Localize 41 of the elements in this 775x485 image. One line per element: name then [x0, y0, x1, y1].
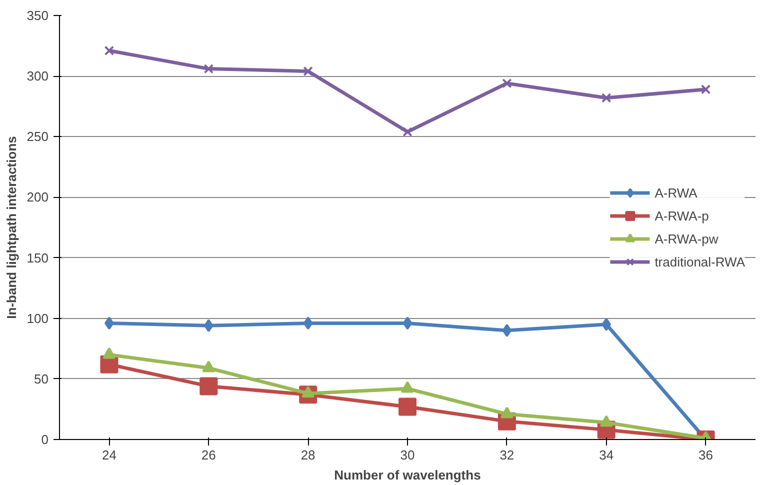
- x-tick-label: 32: [500, 448, 514, 462]
- point: [303, 316, 313, 330]
- point: [200, 377, 218, 396]
- point: [502, 324, 512, 337]
- point: [602, 318, 612, 331]
- x-tick-label: 30: [400, 448, 415, 462]
- x-tick-label: 36: [698, 448, 714, 462]
- y-tick-label: 200: [26, 190, 49, 205]
- point: [402, 126, 412, 137]
- point: [600, 415, 613, 427]
- x-tick-label: 24: [102, 448, 116, 462]
- legend-label: traditional-RWA: [654, 254, 745, 269]
- x-axis-title: Number of wavelengths: [334, 468, 481, 482]
- y-tick-label: 150: [26, 250, 49, 266]
- point: [104, 316, 114, 330]
- point: [502, 78, 512, 88]
- point: [401, 381, 414, 393]
- y-tick-label: 50: [34, 371, 49, 386]
- point: [102, 347, 116, 359]
- legend-label: A-RWA-pw: [654, 231, 718, 246]
- point: [398, 398, 416, 416]
- point: [402, 316, 412, 330]
- x-tick-label: 28: [300, 448, 316, 462]
- y-axis-title: In-band lightpath interactions: [4, 136, 19, 319]
- legend-label: A-RWA-p: [654, 208, 709, 223]
- point: [500, 406, 514, 418]
- y-tick-label: 350: [26, 8, 49, 23]
- y-tick-label: 300: [26, 68, 49, 84]
- y-tick-label: 0: [41, 432, 49, 447]
- x-tick-label: 26: [201, 448, 216, 462]
- point: [202, 360, 216, 372]
- y-tick-label: 250: [26, 129, 49, 144]
- point: [204, 319, 214, 332]
- point: [601, 92, 612, 103]
- point: [204, 64, 214, 74]
- x-tick-label: 34: [599, 448, 614, 462]
- point: [700, 84, 711, 94]
- y-tick-label: 100: [26, 310, 49, 326]
- legend-label: A-RWA: [654, 185, 698, 200]
- point: [104, 46, 114, 56]
- point: [303, 66, 313, 76]
